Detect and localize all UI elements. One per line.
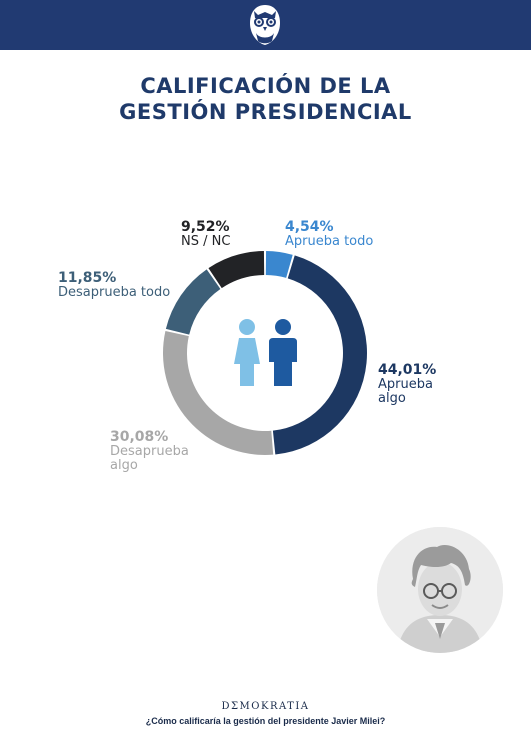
people-icon [230, 318, 302, 388]
brand-logo: DΣMOKRATIA [221, 701, 310, 712]
slice-label: 44,01% Aprueba algo [378, 362, 436, 406]
slice-label: 11,85% Desaprueba todo [58, 270, 170, 300]
slice-name: Aprueba algo [378, 377, 433, 406]
donut-slice-desaprueba-algo [163, 330, 274, 456]
title-line-2: GESTIÓN PRESIDENCIAL [119, 100, 412, 124]
header-bar [0, 0, 531, 50]
slice-percent: 4,54% [285, 219, 334, 235]
slice-name: Desaprueba algo [110, 444, 189, 473]
slice-name: Desaprueba todo [58, 285, 171, 300]
slice-label: 9,52% NS / NC [181, 219, 230, 249]
survey-question: ¿Cómo calificaría la gestión del preside… [145, 716, 386, 726]
owl-icon [245, 3, 285, 47]
donut-slice-desaprueba-todo [165, 269, 221, 335]
slice-name: NS / NC [181, 234, 231, 249]
slice-label: 4,54% Aprueba todo [285, 219, 373, 249]
donut-slice-ns-nc [208, 251, 265, 289]
president-portrait-icon [377, 527, 503, 653]
slice-percent: 11,85% [58, 270, 117, 286]
title-line-1: CALIFICACIÓN DE LA [140, 74, 391, 98]
slice-percent: 30,08% [110, 429, 169, 445]
slice-label: 30,08% Desaprueba algo [110, 429, 189, 473]
page-title: CALIFICACIÓN DE LA GESTIÓN PRESIDENCIAL [0, 73, 531, 125]
donut-slice-aprueba-algo [272, 255, 368, 455]
slice-percent: 44,01% [378, 362, 437, 378]
donut-slice-aprueba-todo [265, 251, 293, 278]
slice-percent: 9,52% [181, 219, 230, 235]
slice-name: Aprueba todo [285, 234, 374, 249]
